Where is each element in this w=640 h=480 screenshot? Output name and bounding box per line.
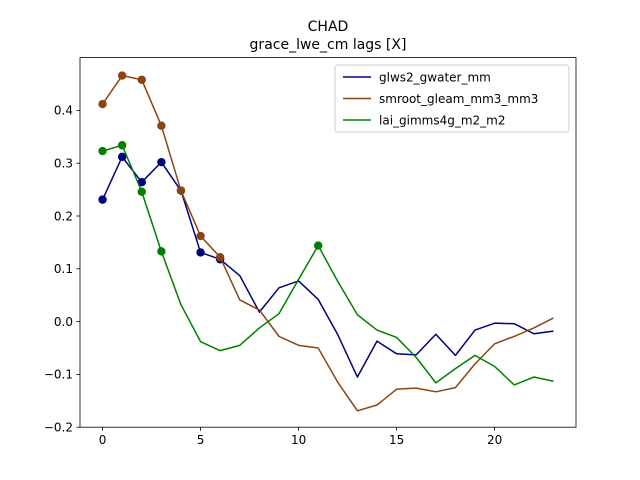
data-point-lai_gimms4g_m2_m2-11 bbox=[313, 241, 323, 250]
data-point-lai_gimms4g_m2_m2-0 bbox=[98, 146, 107, 156]
y-tick-label: −0.1 bbox=[44, 368, 73, 382]
chart-title-line2: grace_lwe_cm lags [X] bbox=[250, 37, 407, 53]
y-tick-label: 0.3 bbox=[54, 157, 73, 171]
data-point-smroot_gleam_mm3_mm3-4 bbox=[176, 186, 186, 195]
data-point-lai_gimms4g_m2_m2-2 bbox=[137, 187, 146, 196]
data-point-glws2_gwater_mm-2 bbox=[137, 178, 146, 187]
chart-title-line1: CHAD bbox=[308, 19, 349, 35]
x-tick-label: 5 bbox=[197, 433, 205, 447]
x-tick-label: 10 bbox=[291, 433, 306, 447]
legend-label-lai_gimms4g_m2_m2: lai_gimms4g_m2_m2 bbox=[379, 114, 506, 128]
legend-frame bbox=[334, 64, 570, 133]
data-point-lai_gimms4g_m2_m2-3 bbox=[157, 247, 166, 256]
y-tick-label: 0.1 bbox=[54, 262, 73, 276]
data-point-smroot_gleam_mm3_mm3-5 bbox=[196, 231, 205, 241]
y-tick-label: −0.2 bbox=[44, 421, 73, 435]
axes-layer: 0 5 10 15 20 −0.2 −0.1 0.0 0.1 0.2 0.3 0.4 bbox=[44, 57, 577, 447]
y-tick-label: 0.4 bbox=[54, 104, 73, 118]
series-layer bbox=[98, 71, 554, 412]
data-point-smroot_gleam_mm3_mm3-3 bbox=[157, 121, 166, 130]
series-line-lai_gimms4g_m2_m2 bbox=[102, 144, 554, 386]
data-point-smroot_gleam_mm3_mm3-1 bbox=[117, 71, 127, 80]
legend-label-glws2_gwater_mm: glws2_gwater_mm bbox=[379, 71, 491, 85]
data-point-glws2_gwater_mm-3 bbox=[157, 157, 166, 167]
legend: glws2_gwater_mm smroot_gleam_mm3_mm3 lai_g… bbox=[334, 64, 570, 133]
y-tick-label: 0.0 bbox=[54, 315, 73, 329]
y-tick-label: 0.2 bbox=[54, 209, 73, 223]
data-point-glws2_gwater_mm-5 bbox=[196, 248, 205, 257]
x-tick-label: 0 bbox=[99, 433, 107, 447]
data-point-smroot_gleam_mm3_mm3-2 bbox=[137, 75, 146, 84]
series-line-glws2_gwater_mm bbox=[101, 156, 554, 378]
legend-label-smroot_gleam_mm3_mm3: smroot_gleam_mm3_mm3 bbox=[379, 92, 538, 106]
data-point-smroot_gleam_mm3_mm3-6 bbox=[215, 252, 225, 262]
x-tick-label: 20 bbox=[487, 433, 502, 447]
data-point-glws2_gwater_mm-0 bbox=[98, 195, 107, 204]
axes-frame bbox=[79, 57, 577, 428]
x-tick-label: 15 bbox=[389, 433, 404, 447]
data-point-glws2_gwater_mm-1 bbox=[117, 152, 127, 162]
data-point-smroot_gleam_mm3_mm3-0 bbox=[98, 99, 107, 109]
series-line-smroot_gleam_mm3_mm3 bbox=[101, 74, 554, 412]
data-point-lai_gimms4g_m2_m2-1 bbox=[117, 141, 127, 150]
